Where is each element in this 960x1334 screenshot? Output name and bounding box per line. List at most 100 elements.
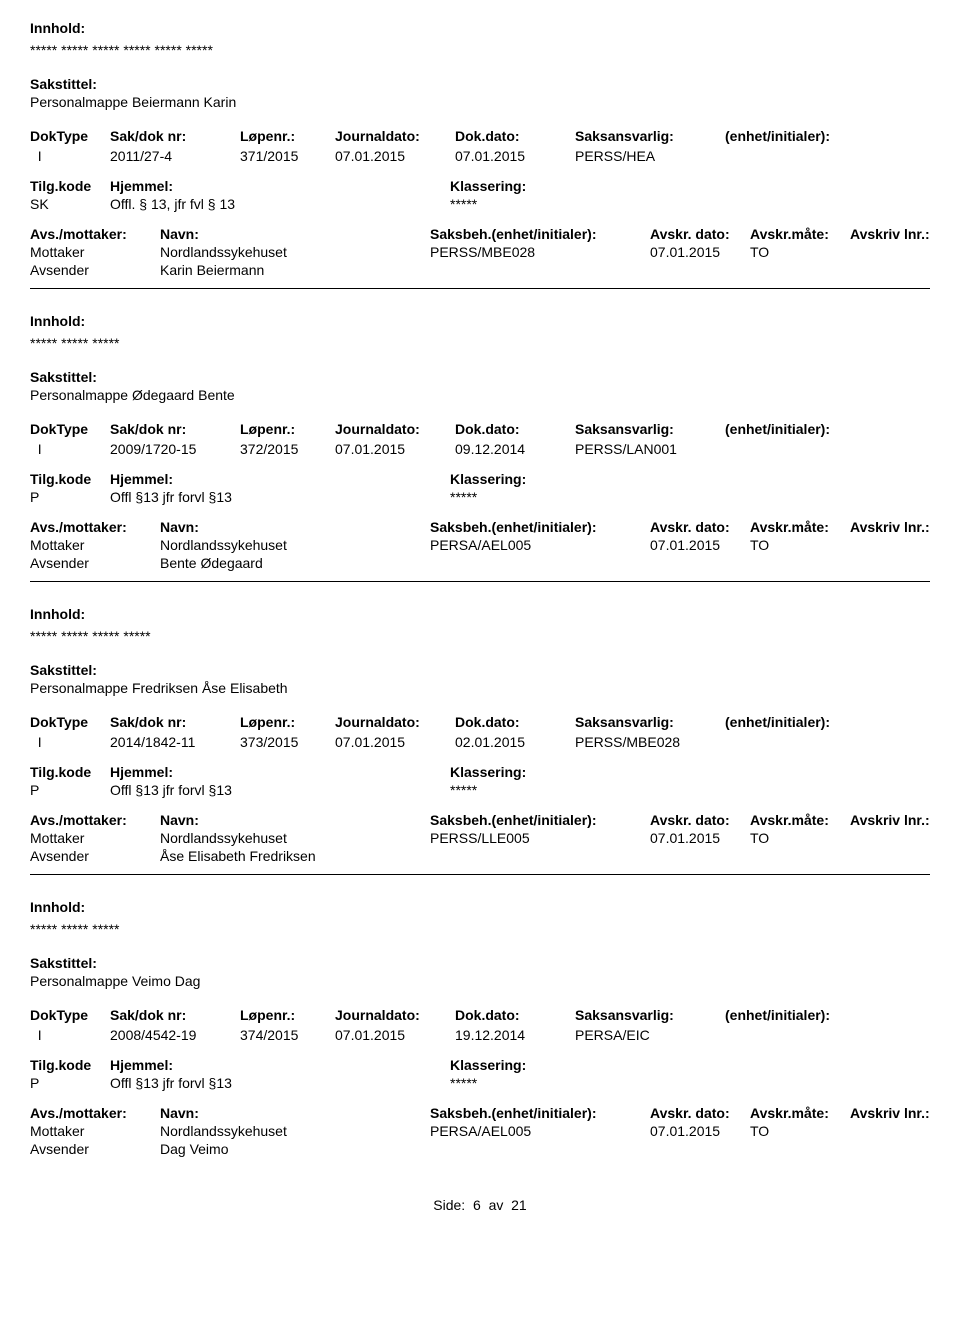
innhold-label: Innhold: bbox=[30, 20, 930, 36]
doc-value-row: I 2009/1720-15 372/2015 07.01.2015 09.12… bbox=[30, 441, 930, 457]
tilg-value-row: P Offl §13 jfr forvl §13 ***** bbox=[30, 782, 930, 798]
sakdoknr-label: Sak/dok nr: bbox=[110, 128, 240, 144]
innhold-label: Innhold: bbox=[30, 606, 930, 622]
sakstittel-value: Personalmappe Fredriksen Åse Elisabeth bbox=[30, 680, 930, 696]
journaldato-value: 07.01.2015 bbox=[335, 1027, 455, 1043]
sakdoknr-value: 2008/4542-19 bbox=[110, 1027, 240, 1043]
innhold-value: ***** ***** ***** bbox=[30, 921, 930, 937]
avskrmate-value: TO bbox=[750, 1123, 850, 1139]
journal-record: Innhold: ***** ***** ***** Sakstittel: P… bbox=[30, 305, 930, 582]
mottaker-navn: Nordlandssykehuset bbox=[160, 537, 430, 553]
avsender-navn: Dag Veimo bbox=[160, 1141, 430, 1157]
dokdato-value: 09.12.2014 bbox=[455, 441, 575, 457]
journaldato-label: Journaldato: bbox=[335, 128, 455, 144]
tilgkode-value: P bbox=[30, 1075, 110, 1091]
innhold-value: ***** ***** ***** bbox=[30, 335, 930, 351]
doktype-value: I bbox=[30, 441, 110, 457]
navn-label: Navn: bbox=[160, 519, 430, 535]
avsender-label: Avsender bbox=[30, 1141, 160, 1157]
mottaker-navn: Nordlandssykehuset bbox=[160, 830, 430, 846]
avsender-navn: Karin Beiermann bbox=[160, 262, 430, 278]
navn-label: Navn: bbox=[160, 812, 430, 828]
avs-header-row: Avs./mottaker: Navn: Saksbeh.(enhet/init… bbox=[30, 1105, 930, 1121]
lopenr-value: 373/2015 bbox=[240, 734, 335, 750]
doktype-label: DokType bbox=[30, 421, 110, 437]
tilgkode-value: P bbox=[30, 782, 110, 798]
saksansvarlig-value: PERSS/MBE028 bbox=[575, 734, 725, 750]
hjemmel-label: Hjemmel: bbox=[110, 178, 450, 194]
avskrivlnr-label: Avskriv lnr.: bbox=[850, 812, 950, 828]
tilgkode-label: Tilg.kode bbox=[30, 178, 110, 194]
side-label: Side: bbox=[433, 1197, 465, 1213]
enhet-label: (enhet/initialer): bbox=[725, 714, 895, 730]
avskrdato-value: 07.01.2015 bbox=[650, 244, 750, 260]
enhet-label: (enhet/initialer): bbox=[725, 128, 895, 144]
saksansvarlig-value: PERSS/HEA bbox=[575, 148, 725, 164]
doktype-value: I bbox=[30, 148, 110, 164]
mottaker-row: Mottaker Nordlandssykehuset PERSA/AEL005… bbox=[30, 1123, 930, 1139]
page-footer: Side: 6 av 21 bbox=[30, 1197, 930, 1213]
sakdoknr-label: Sak/dok nr: bbox=[110, 421, 240, 437]
avsender-row: Avsender Dag Veimo bbox=[30, 1141, 930, 1157]
sakdoknr-value: 2009/1720-15 bbox=[110, 441, 240, 457]
klassering-value: ***** bbox=[450, 196, 850, 212]
journal-record: Innhold: ***** ***** ***** ***** Sakstit… bbox=[30, 598, 930, 875]
sakstittel-label: Sakstittel: bbox=[30, 955, 930, 971]
sakdoknr-label: Sak/dok nr: bbox=[110, 1007, 240, 1023]
avsender-navn: Åse Elisabeth Fredriksen bbox=[160, 848, 430, 864]
klassering-value: ***** bbox=[450, 489, 850, 505]
hjemmel-label: Hjemmel: bbox=[110, 1057, 450, 1073]
navn-label: Navn: bbox=[160, 1105, 430, 1121]
doc-header-row: DokType Sak/dok nr: Løpenr.: Journaldato… bbox=[30, 421, 930, 437]
avs-header-row: Avs./mottaker: Navn: Saksbeh.(enhet/init… bbox=[30, 812, 930, 828]
avsmottaker-label: Avs./mottaker: bbox=[30, 1105, 160, 1121]
dokdato-label: Dok.dato: bbox=[455, 128, 575, 144]
dokdato-label: Dok.dato: bbox=[455, 421, 575, 437]
lopenr-label: Løpenr.: bbox=[240, 714, 335, 730]
lopenr-label: Løpenr.: bbox=[240, 128, 335, 144]
avsender-label: Avsender bbox=[30, 555, 160, 571]
avskrdato-label: Avskr. dato: bbox=[650, 812, 750, 828]
page-av: av bbox=[489, 1197, 504, 1213]
lopenr-label: Løpenr.: bbox=[240, 1007, 335, 1023]
doc-value-row: I 2014/1842-11 373/2015 07.01.2015 02.01… bbox=[30, 734, 930, 750]
avskrmate-value: TO bbox=[750, 537, 850, 553]
dokdato-value: 02.01.2015 bbox=[455, 734, 575, 750]
page-current: 6 bbox=[473, 1197, 481, 1213]
innhold-label: Innhold: bbox=[30, 313, 930, 329]
record-divider bbox=[30, 581, 930, 582]
avskrmate-value: TO bbox=[750, 244, 850, 260]
klassering-label: Klassering: bbox=[450, 764, 850, 780]
avsender-row: Avsender Bente Ødegaard bbox=[30, 555, 930, 571]
avskrdato-value: 07.01.2015 bbox=[650, 1123, 750, 1139]
tilgkode-value: P bbox=[30, 489, 110, 505]
enhet-label: (enhet/initialer): bbox=[725, 1007, 895, 1023]
mottaker-navn: Nordlandssykehuset bbox=[160, 244, 430, 260]
tilg-header-row: Tilg.kode Hjemmel: Klassering: bbox=[30, 178, 930, 194]
klassering-value: ***** bbox=[450, 1075, 850, 1091]
dokdato-label: Dok.dato: bbox=[455, 714, 575, 730]
klassering-label: Klassering: bbox=[450, 471, 850, 487]
journaldato-label: Journaldato: bbox=[335, 714, 455, 730]
journaldato-value: 07.01.2015 bbox=[335, 734, 455, 750]
saksbeh-value: PERSA/AEL005 bbox=[430, 1123, 650, 1139]
sakstittel-value: Personalmappe Ødegaard Bente bbox=[30, 387, 930, 403]
journaldato-value: 07.01.2015 bbox=[335, 148, 455, 164]
saksbeh-value: PERSS/LLE005 bbox=[430, 830, 650, 846]
journal-record: Innhold: ***** ***** ***** ***** ***** *… bbox=[30, 20, 930, 289]
tilg-value-row: P Offl §13 jfr forvl §13 ***** bbox=[30, 1075, 930, 1091]
avskrdato-label: Avskr. dato: bbox=[650, 226, 750, 242]
page-total: 21 bbox=[511, 1197, 527, 1213]
hjemmel-label: Hjemmel: bbox=[110, 471, 450, 487]
hjemmel-value: Offl §13 jfr forvl §13 bbox=[110, 489, 450, 505]
lopenr-value: 372/2015 bbox=[240, 441, 335, 457]
tilg-header-row: Tilg.kode Hjemmel: Klassering: bbox=[30, 1057, 930, 1073]
sakstittel-label: Sakstittel: bbox=[30, 76, 930, 92]
dokdato-label: Dok.dato: bbox=[455, 1007, 575, 1023]
avskrivlnr-label: Avskriv lnr.: bbox=[850, 226, 950, 242]
avskrmate-value: TO bbox=[750, 830, 850, 846]
tilg-value-row: P Offl §13 jfr forvl §13 ***** bbox=[30, 489, 930, 505]
avskrdato-label: Avskr. dato: bbox=[650, 1105, 750, 1121]
record-divider bbox=[30, 874, 930, 875]
avskrmate-label: Avskr.måte: bbox=[750, 1105, 850, 1121]
